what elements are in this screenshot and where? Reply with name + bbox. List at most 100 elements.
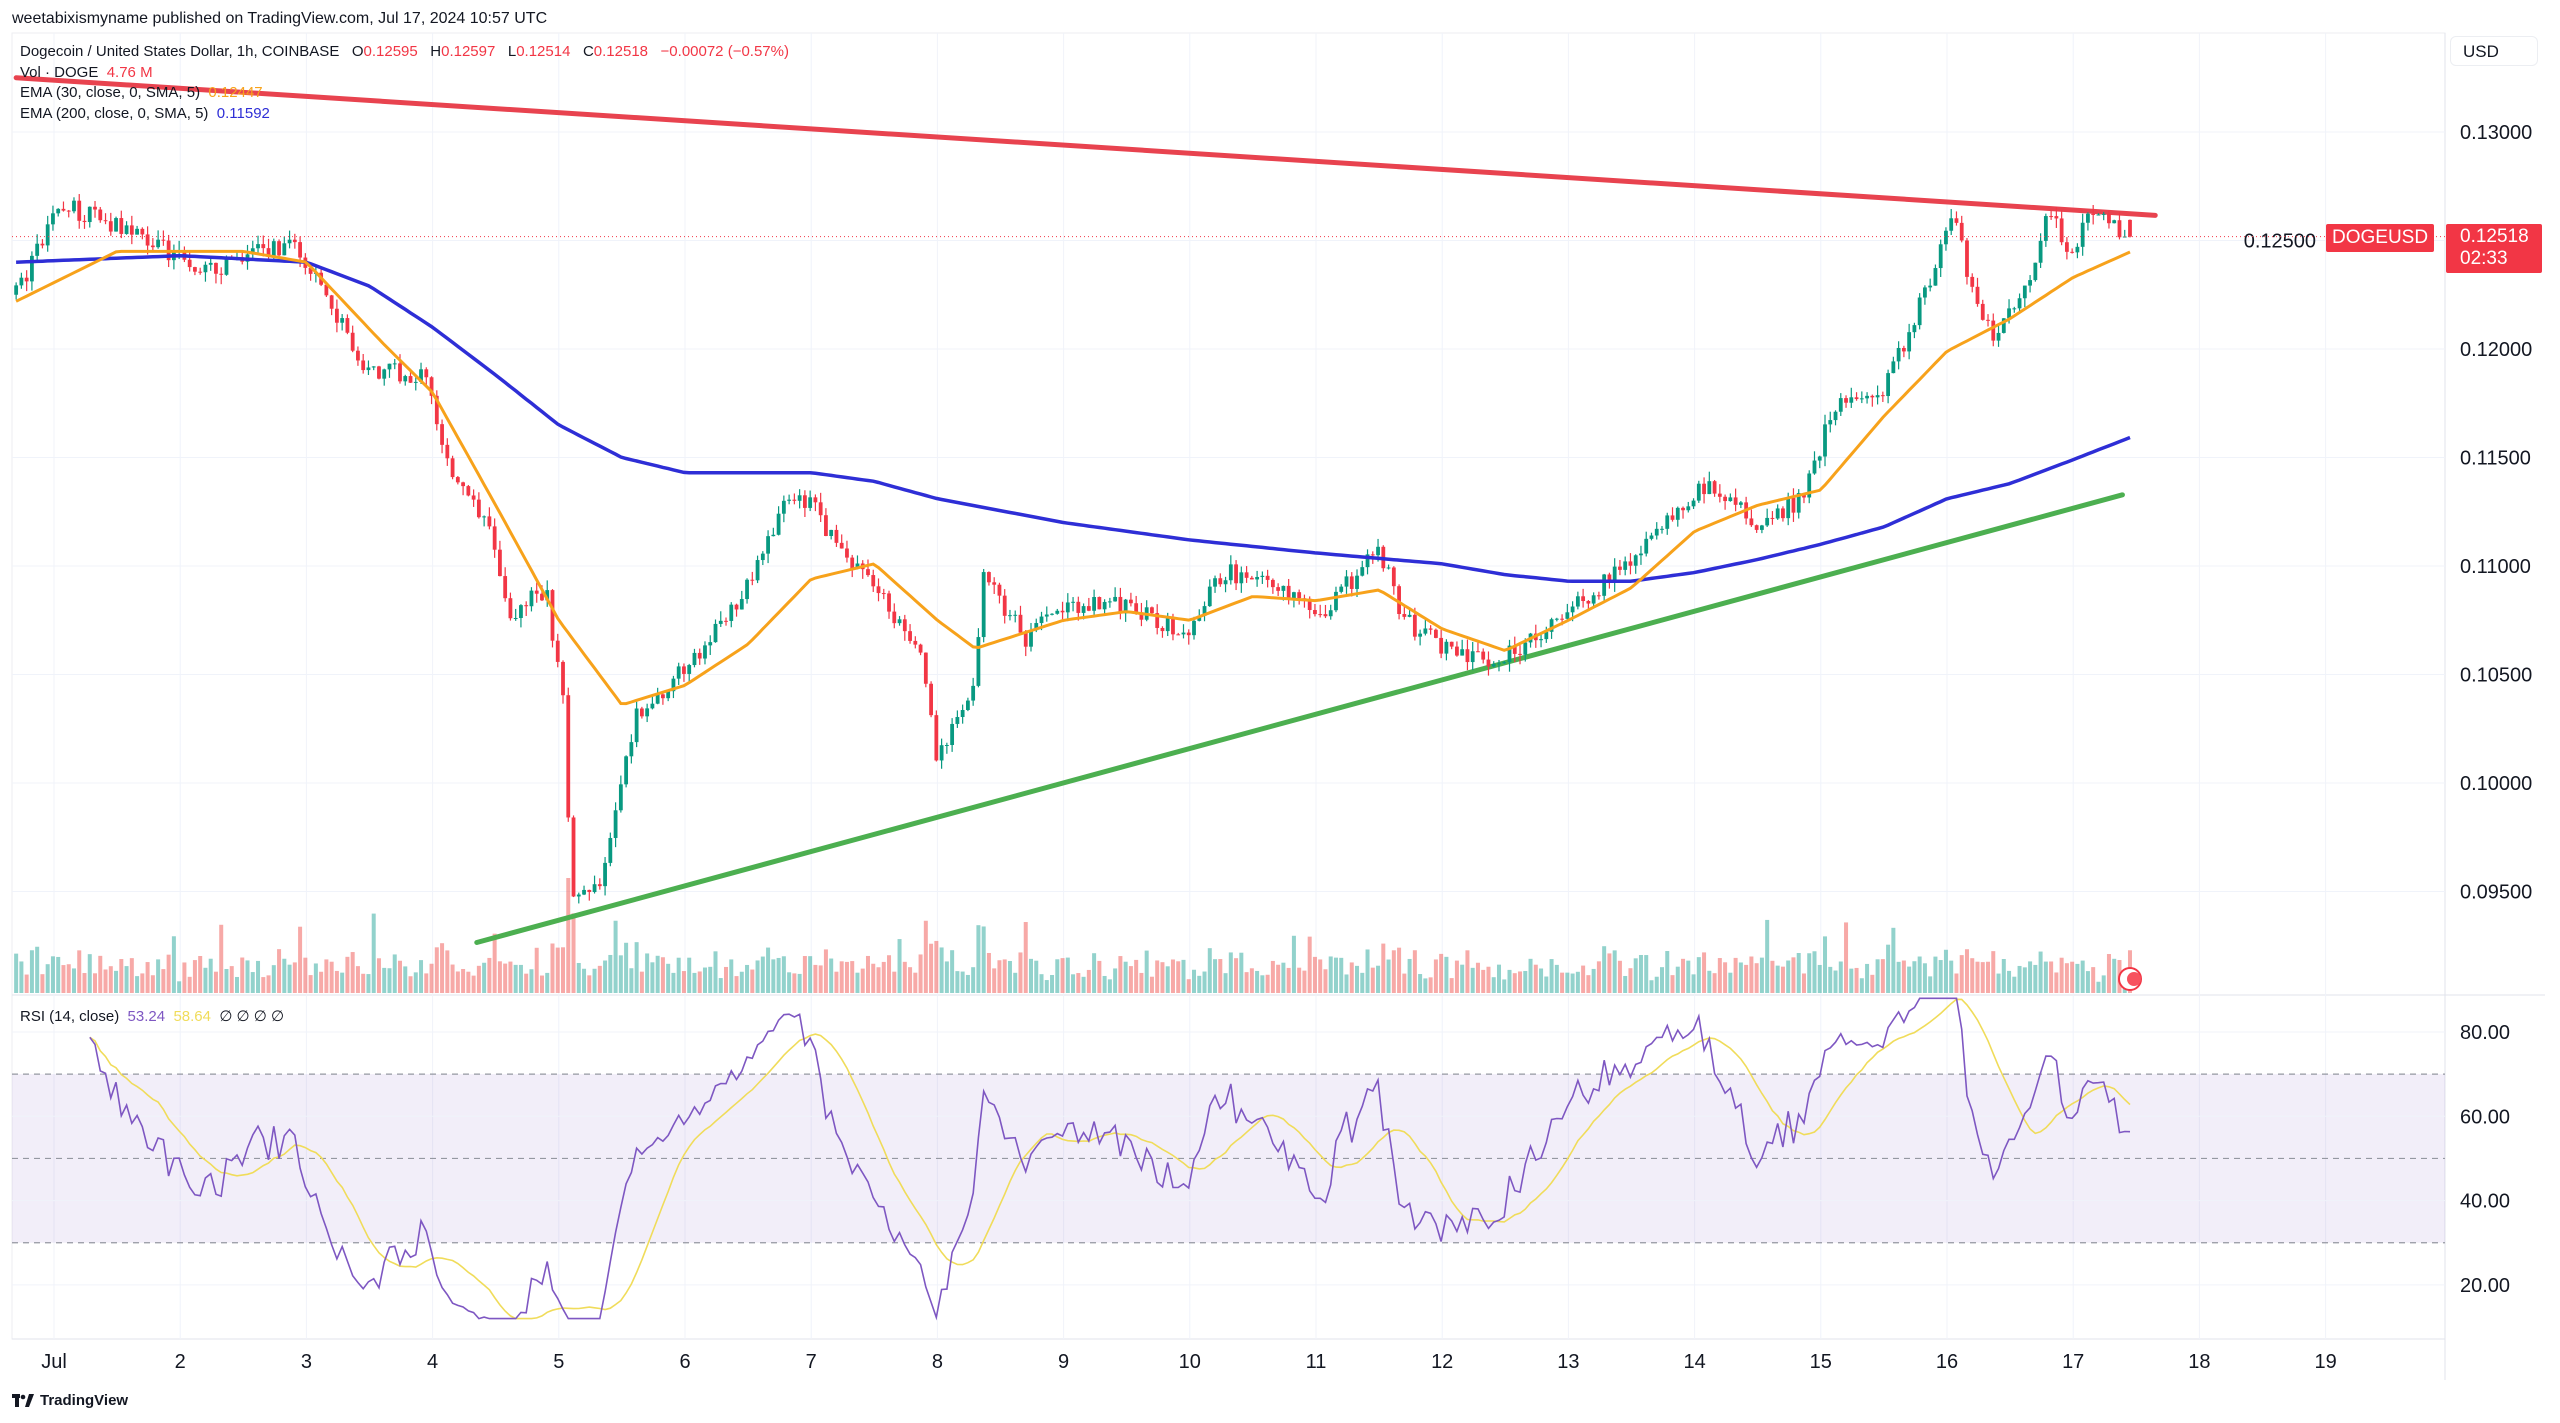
- volume-bar: [1765, 919, 1770, 993]
- candle-body: [1870, 395, 1875, 398]
- candle-body: [261, 244, 266, 249]
- volume-bar: [1938, 960, 1943, 993]
- ema30-value: 0.12447: [208, 84, 263, 101]
- volume-bar: [1286, 967, 1291, 993]
- volume-bar: [597, 965, 602, 993]
- candle-body: [387, 363, 392, 370]
- candle-body: [1686, 506, 1691, 511]
- volume-bar: [161, 969, 166, 993]
- volume-bar: [1602, 946, 1607, 993]
- candle-body: [1791, 497, 1796, 513]
- candle-body: [1865, 395, 1869, 399]
- volume-bar: [229, 966, 234, 993]
- volume-bar: [1365, 949, 1370, 993]
- y-tick-label: 0.10500: [2460, 665, 2532, 687]
- currency-button[interactable]: USD: [2450, 36, 2538, 66]
- x-tick-label: 5: [553, 1351, 564, 1373]
- tradingview-logo[interactable]: TradingView: [12, 1392, 128, 1409]
- candle-body: [513, 618, 518, 620]
- candle-body: [1102, 601, 1107, 610]
- candle-body: [2043, 216, 2048, 241]
- candle-body: [1912, 325, 1917, 333]
- candle-body: [750, 579, 755, 581]
- volume-bar: [1107, 979, 1112, 993]
- candle-body: [1397, 586, 1401, 615]
- volume-bar: [513, 964, 518, 993]
- candle-body: [797, 495, 802, 501]
- volume-bar: [376, 958, 381, 993]
- candle-body: [340, 318, 345, 323]
- rsi-legend[interactable]: RSI (14, close) 53.24 58.64 ∅ ∅ ∅ ∅: [20, 1008, 285, 1025]
- volume-bar: [413, 972, 418, 993]
- candle-body: [1218, 578, 1223, 585]
- volume-bar: [1638, 954, 1643, 993]
- volume-bar: [534, 947, 539, 993]
- candle-body: [1891, 361, 1896, 374]
- candle-body: [366, 367, 371, 371]
- candle-body: [1886, 373, 1891, 397]
- volume-bar: [1823, 936, 1828, 993]
- volume-bar: [1092, 953, 1097, 993]
- candle-body: [2012, 308, 2017, 310]
- volume-bar: [2022, 967, 2027, 993]
- candle-body: [1376, 546, 1380, 556]
- candle-body: [1823, 424, 1827, 457]
- x-tick-label: 19: [2314, 1351, 2336, 1373]
- volume-bar: [287, 964, 292, 993]
- volume-bar: [1386, 959, 1391, 993]
- candle-body: [592, 884, 597, 893]
- volume-bar: [135, 976, 140, 993]
- volume-bar: [1297, 967, 1302, 993]
- candle-body: [1602, 574, 1607, 596]
- volume-bar: [692, 972, 697, 993]
- candle-body: [1439, 637, 1444, 654]
- volume-bar: [1276, 964, 1281, 993]
- candle-body: [824, 515, 828, 537]
- candle-body: [2007, 308, 2011, 319]
- volume-bar: [2001, 959, 2006, 993]
- volume-bar: [518, 964, 523, 993]
- volume-bar: [29, 950, 34, 993]
- volume-bar: [713, 951, 718, 993]
- candle-body: [1796, 493, 1801, 513]
- volume-bar: [771, 959, 776, 993]
- candle-body: [471, 495, 476, 500]
- ema200-legend[interactable]: EMA (200, close, 0, SMA, 5) 0.11592: [20, 104, 270, 122]
- symbol-name[interactable]: Dogecoin / United States Dollar, 1h, COI…: [20, 43, 340, 60]
- candle-body: [934, 715, 939, 761]
- ema30-legend[interactable]: EMA (30, close, 0, SMA, 5) 0.12447: [20, 84, 263, 101]
- volume-bar: [1670, 975, 1675, 993]
- candle-body: [1733, 497, 1738, 505]
- volume-bar: [1444, 956, 1449, 993]
- volume-bar: [1533, 964, 1538, 993]
- volume-legend[interactable]: Vol · DOGE 4.76 M: [20, 63, 153, 81]
- candle-body: [1118, 596, 1123, 614]
- candle-body: [35, 243, 40, 256]
- candle-body: [2064, 242, 2069, 252]
- volume-bar: [303, 957, 308, 993]
- volume-bar: [1912, 961, 1917, 993]
- x-tick-label: 13: [1557, 1351, 1579, 1373]
- candle-body: [82, 220, 87, 223]
- volume-bar: [1249, 968, 1254, 993]
- candle-body: [1986, 319, 1990, 321]
- volume-bar: [1528, 958, 1533, 993]
- candle-body: [482, 516, 487, 518]
- volume-bar: [1623, 975, 1628, 993]
- volume-bar: [1449, 978, 1454, 993]
- rsi-tick-label: 20.00: [2460, 1275, 2510, 1297]
- candle-body: [1570, 606, 1575, 613]
- candle-body: [2070, 251, 2075, 253]
- candle-body: [902, 619, 907, 632]
- volume-bar: [1496, 964, 1501, 993]
- candle-body: [603, 862, 607, 887]
- volume-bar: [355, 966, 360, 993]
- volume-bar: [1302, 970, 1307, 993]
- candles: [14, 194, 2132, 904]
- candle-body: [1307, 598, 1312, 611]
- volume-bar: [1959, 955, 1964, 993]
- candle-body: [224, 258, 229, 275]
- volume-bar: [1828, 966, 1833, 993]
- candle-body: [760, 553, 765, 561]
